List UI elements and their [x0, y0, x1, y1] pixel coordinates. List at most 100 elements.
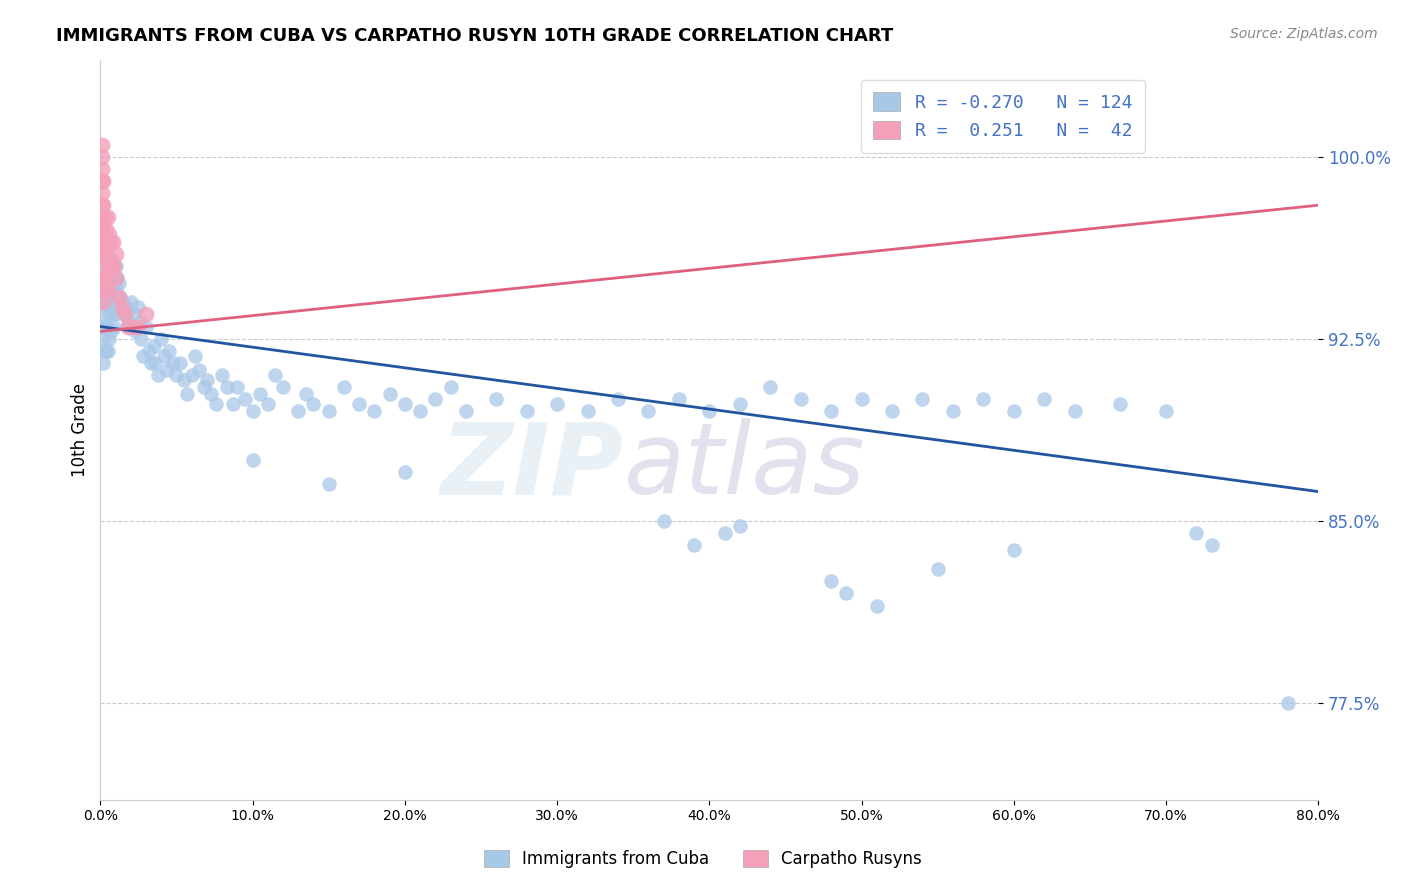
Point [394, 397, 416, 411]
Point [97, 295, 120, 310]
Point [100, 300, 122, 314]
Point [162, 356, 184, 370]
Point [1185, 525, 1208, 540]
Point [112, 295, 135, 310]
Point [100, 252, 122, 266]
Point [880, 404, 903, 418]
Point [759, 380, 782, 394]
Point [103, 259, 125, 273]
Point [124, 325, 146, 339]
Point [546, 397, 568, 411]
Point [195, 373, 218, 387]
Point [1201, 538, 1223, 552]
Point [97, 271, 120, 285]
Point [138, 343, 160, 358]
Point [180, 368, 202, 382]
Point [104, 283, 127, 297]
Legend: R = -0.270   N = 124, R =  0.251   N =  42: R = -0.270 N = 124, R = 0.251 N = 42 [860, 79, 1144, 153]
Point [101, 283, 124, 297]
Text: Source: ZipAtlas.com: Source: ZipAtlas.com [1230, 27, 1378, 41]
Point [104, 246, 127, 260]
Point [97, 246, 120, 260]
Point [820, 574, 842, 589]
Point [93, 356, 115, 370]
Text: atlas: atlas [624, 418, 866, 516]
Point [94, 343, 117, 358]
Point [90, 174, 112, 188]
Point [100, 259, 122, 273]
Point [1033, 392, 1056, 407]
Point [264, 368, 287, 382]
Point [153, 349, 176, 363]
Text: ZIP: ZIP [441, 418, 624, 516]
Point [94, 295, 117, 310]
Point [142, 339, 165, 353]
Point [394, 465, 416, 479]
Point [637, 404, 659, 418]
Point [94, 259, 117, 273]
Point [115, 300, 138, 314]
Point [93, 246, 115, 260]
Point [90, 271, 112, 285]
Point [90, 319, 112, 334]
Point [222, 397, 245, 411]
Point [97, 235, 120, 249]
Point [166, 368, 188, 382]
Point [120, 295, 142, 310]
Point [98, 252, 121, 266]
Point [97, 211, 120, 225]
Point [188, 363, 211, 377]
Point [156, 363, 179, 377]
Point [105, 271, 128, 285]
Point [233, 392, 256, 407]
Point [90, 246, 112, 260]
Point [129, 315, 152, 329]
Point [97, 319, 120, 334]
Point [98, 332, 121, 346]
Point [105, 295, 128, 310]
Point [90, 186, 112, 200]
Point [127, 300, 149, 314]
Point [135, 319, 157, 334]
Point [93, 222, 115, 236]
Point [378, 387, 401, 401]
Point [607, 392, 630, 407]
Point [200, 387, 222, 401]
Point [150, 332, 173, 346]
Point [90, 235, 112, 249]
Point [93, 332, 115, 346]
Point [104, 307, 127, 321]
Text: IMMIGRANTS FROM CUBA VS CARPATHO RUSYN 10TH GRADE CORRELATION CHART: IMMIGRANTS FROM CUBA VS CARPATHO RUSYN 1… [56, 27, 893, 45]
Point [104, 271, 127, 285]
Point [425, 392, 447, 407]
Point [101, 259, 124, 273]
Point [139, 356, 162, 370]
Point [193, 380, 215, 394]
Point [184, 349, 207, 363]
Point [1063, 404, 1085, 418]
Point [96, 271, 118, 285]
Point [117, 315, 139, 329]
Point [96, 246, 118, 260]
Y-axis label: 10th Grade: 10th Grade [72, 383, 89, 476]
Point [90, 271, 112, 285]
Point [215, 380, 238, 394]
Point [107, 276, 129, 290]
Point [1002, 404, 1025, 418]
Point [211, 368, 233, 382]
Point [96, 271, 118, 285]
Point [101, 235, 124, 249]
Point [226, 380, 249, 394]
Point [169, 356, 191, 370]
Point [942, 404, 965, 418]
Point [122, 307, 145, 321]
Point [131, 332, 153, 346]
Point [90, 198, 112, 212]
Point [90, 161, 112, 176]
Point [1002, 542, 1025, 557]
Point [94, 319, 117, 334]
Point [93, 283, 115, 297]
Point [98, 227, 121, 242]
Point [103, 319, 125, 334]
Point [90, 211, 112, 225]
